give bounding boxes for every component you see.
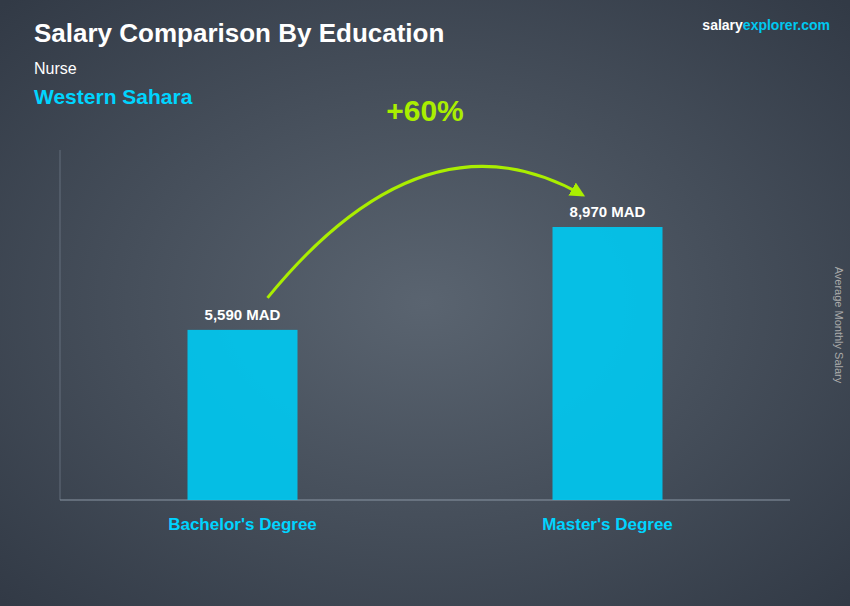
y-axis-line — [60, 150, 61, 500]
bar — [553, 227, 663, 500]
subtitle: Nurse — [34, 60, 77, 77]
change-label: +60% — [386, 94, 464, 127]
bar — [188, 330, 298, 500]
title: Salary Comparison By Education — [34, 18, 444, 48]
location: Western Sahara — [34, 85, 193, 108]
data-label: 8,970 MAD — [570, 203, 646, 220]
category-label: Master's Degree — [542, 515, 673, 534]
chart-container: 5,590 MAD 8,970 MAD Bachelor's Degree Maste… — [0, 0, 850, 606]
x-axis-line — [60, 500, 790, 501]
site-part: explorer.com — [743, 17, 830, 33]
bars — [188, 227, 663, 500]
data-label: 5,590 MAD — [205, 306, 281, 323]
category-label: Bachelor's Degree — [168, 515, 317, 534]
y-axis-label: Average Monthly Salary — [833, 267, 845, 384]
site-text: salaryexplorer.com — [702, 17, 830, 33]
chart-svg: 5,590 MAD 8,970 MAD Bachelor's Degree Maste… — [0, 0, 850, 606]
site-part: salary — [702, 17, 743, 33]
background — [0, 0, 850, 606]
change-arrow — [268, 166, 583, 298]
